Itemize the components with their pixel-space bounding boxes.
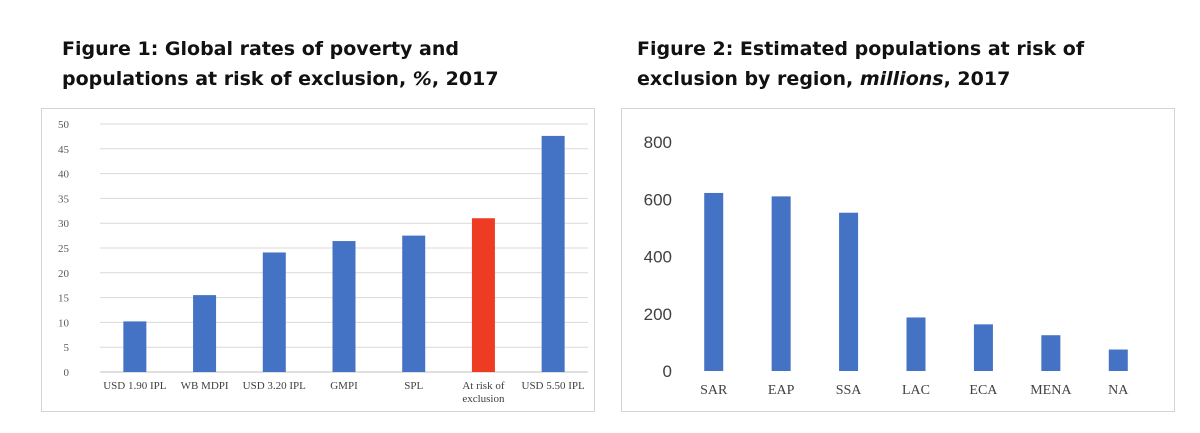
y-tick-label: 25 — [58, 243, 70, 255]
x-tick-label: GMPI — [330, 380, 358, 392]
x-tick-label: USD 3.20 IPL — [243, 380, 307, 392]
bar — [123, 321, 147, 372]
x-tick-label: USD 5.50 IPL — [522, 380, 586, 392]
x-tick-label: ECA — [969, 383, 998, 398]
y-tick-label: 400 — [644, 248, 672, 267]
y-tick-label: 45 — [58, 144, 70, 156]
figure-1-title: Figure 1: Global rates of poverty and po… — [62, 34, 532, 94]
bar — [471, 218, 495, 372]
figure-2-title-main: Figure 2: Estimated populations at risk … — [637, 38, 1085, 90]
figure-2-title: Figure 2: Estimated populations at risk … — [637, 34, 1157, 94]
bar — [193, 295, 217, 372]
x-tick-label: WB MDPI — [181, 380, 229, 392]
x-tick-label: SSA — [836, 383, 863, 398]
bar — [332, 241, 356, 372]
bar — [541, 135, 565, 372]
figure-2-title-year: , 2017 — [943, 68, 1011, 90]
y-tick-label: 35 — [58, 193, 70, 205]
x-tick-label: EAP — [768, 383, 795, 398]
x-tick-label: NA — [1108, 383, 1129, 398]
bar — [402, 235, 426, 372]
figure-1-title-unit: % — [412, 68, 432, 90]
y-tick-label: 10 — [58, 317, 70, 329]
bar — [262, 252, 286, 372]
x-tick-label: At risk of — [462, 380, 505, 392]
bar — [1041, 335, 1061, 371]
bar — [973, 324, 993, 371]
y-tick-label: 20 — [58, 268, 70, 280]
figure-2-title-unit: millions — [859, 68, 944, 90]
x-tick-label: USD 1.90 IPL — [103, 380, 167, 392]
x-tick-label: exclusion — [462, 393, 505, 405]
figure-1-plot: 0 5 10 15 20 25 30 35 40 45 50 USD 1.90 IPL WB MDPI U… — [58, 119, 588, 405]
y-tick-label: 15 — [58, 293, 70, 305]
y-tick-label: 200 — [644, 305, 672, 324]
figure-2-plot: 0 200 400 600 800 SAR EAP SSA LAC ECA MENA NA — [644, 133, 1130, 398]
bar — [906, 317, 926, 371]
figure-1-title-year: , 2017 — [431, 68, 499, 90]
figure-1-chart: 0 5 10 15 20 25 30 35 40 45 50 USD 1.90 IPL WB MDPI U… — [41, 108, 595, 412]
y-tick-label: 40 — [58, 169, 70, 181]
y-tick-label: 600 — [644, 190, 672, 209]
bar — [771, 196, 791, 371]
x-tick-label: SAR — [700, 383, 728, 398]
bar — [704, 192, 724, 371]
y-tick-label: 5 — [64, 342, 70, 354]
figure-2-chart: 0 200 400 600 800 SAR EAP SSA LAC ECA MENA NA — [621, 108, 1175, 412]
bar — [1108, 349, 1128, 371]
bar — [839, 212, 859, 371]
x-tick-label: LAC — [902, 383, 930, 398]
x-tick-label: MENA — [1030, 383, 1072, 398]
y-tick-label: 0 — [663, 362, 672, 381]
x-tick-label: SPL — [404, 380, 423, 392]
figure-1-title-main: Figure 1: Global rates of poverty and po… — [62, 38, 459, 90]
y-tick-label: 0 — [64, 367, 70, 379]
y-tick-label: 50 — [58, 119, 70, 131]
y-tick-label: 800 — [644, 133, 672, 152]
y-tick-label: 30 — [58, 218, 70, 230]
